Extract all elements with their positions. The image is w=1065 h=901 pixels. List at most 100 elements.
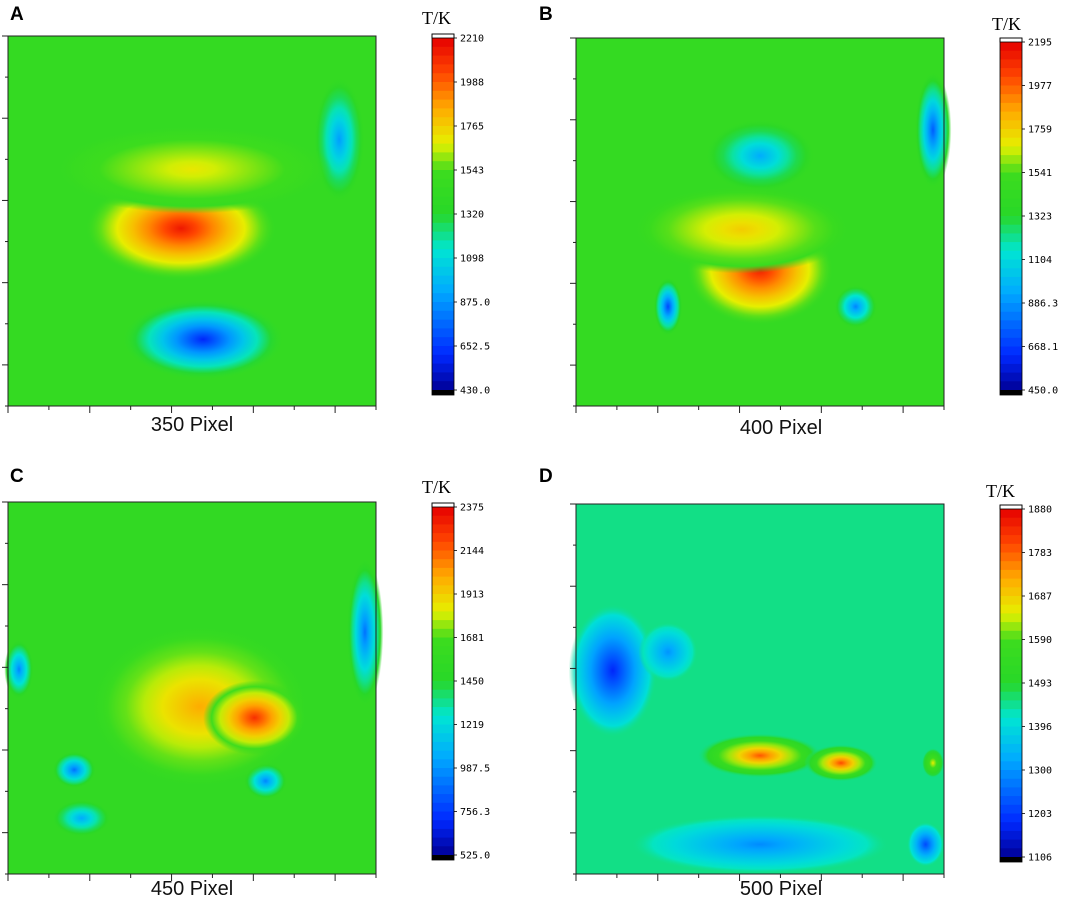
colorbar-tick-label: 1106 — [1028, 853, 1052, 864]
cold-spot — [653, 277, 683, 337]
colorbar-segment — [1000, 639, 1022, 649]
colorbar-segment — [1000, 543, 1022, 554]
colorbar-tick-label: 1203 — [1028, 809, 1052, 820]
colorbar-segment — [1000, 189, 1022, 200]
colorbar-tick-label: 1783 — [1028, 548, 1052, 559]
colorbar-title: T/K — [422, 8, 451, 28]
cold-spot — [52, 751, 97, 789]
colorbar-segment — [1000, 700, 1022, 710]
colorbar-segment — [1000, 50, 1022, 60]
colorbar-segment — [432, 337, 454, 347]
colorbar-tick-label: 2195 — [1028, 38, 1052, 49]
colorbar-segment — [1000, 337, 1022, 348]
colorbar: 2195 1977 1759 1541 1323 1104 886.3 668.1 450.0 — [999, 38, 1058, 397]
hot-spot — [631, 185, 852, 274]
colorbar-title: T/K — [992, 14, 1021, 34]
colorbar-segment — [1000, 830, 1022, 841]
colorbar-title: T/K — [422, 477, 451, 497]
colorbar-segment — [432, 90, 454, 101]
colorbar-segment — [1000, 120, 1022, 130]
colorbar-segment — [432, 284, 454, 294]
colorbar-segment — [1000, 102, 1022, 113]
colorbar-tick-label: 1765 — [460, 122, 484, 133]
colorbar-tick-label: 1590 — [1028, 635, 1052, 646]
plot-frame — [575, 503, 945, 875]
colorbar-over-cap — [431, 502, 455, 508]
x-axis-label: 500 Pixel — [739, 878, 823, 900]
colorbar-segment — [1000, 346, 1022, 356]
colorbar-segment — [1000, 717, 1022, 728]
colorbar-segment — [432, 515, 454, 525]
colorbar-segment — [432, 837, 454, 847]
colorbar-segment — [432, 524, 454, 534]
colorbar-tick-label: 1681 — [460, 633, 484, 644]
colorbar-segment — [1000, 94, 1022, 104]
cold-spot — [638, 622, 698, 682]
colorbar-segment — [432, 698, 454, 708]
colorbar-tick-label: 1323 — [1028, 212, 1052, 223]
colorbar-tick-label: 1988 — [460, 78, 484, 89]
x-axis-label: 350 Pixel — [150, 414, 234, 436]
colorbar-segment — [1000, 726, 1022, 736]
hot-spot — [697, 733, 823, 778]
colorbar-under-cap — [432, 855, 454, 860]
colorbar-segment — [1000, 796, 1022, 806]
colorbar-segment — [1000, 259, 1022, 269]
colorbar-segment — [1000, 552, 1022, 562]
colorbar-segment — [432, 64, 454, 74]
colorbar-segment — [1000, 42, 1022, 52]
colorbar-segment — [432, 559, 454, 569]
colorbar-over-cap — [431, 33, 455, 39]
colorbar-segment — [432, 354, 454, 365]
colorbar-segment — [432, 620, 454, 630]
colorbar-segment — [432, 372, 454, 382]
colorbar: 2375 2144 1913 1681 1450 1219 987.5 756.3 525.0 — [431, 502, 490, 862]
colorbar-segment — [432, 82, 454, 92]
colorbar-segment — [1000, 596, 1022, 606]
colorbar-tick-label: 1104 — [1028, 255, 1052, 266]
colorbar-segment — [1000, 517, 1022, 527]
colorbar-segment — [1000, 181, 1022, 191]
colorbar-segment — [432, 293, 454, 303]
colorbar-segment — [1000, 381, 1022, 391]
colorbar-tick-label: 1300 — [1028, 766, 1052, 777]
colorbar-segment — [432, 222, 454, 233]
colorbar-segment — [432, 310, 454, 321]
colorbar-segment — [1000, 163, 1022, 174]
colorbar-segment — [432, 55, 454, 65]
cold-spot — [52, 799, 112, 837]
colorbar-segment — [432, 178, 454, 189]
colorbar-segment — [1000, 743, 1022, 754]
heatmap-plot — [2, 501, 384, 881]
colorbar-segment — [432, 170, 454, 180]
colorbar-segment — [1000, 709, 1022, 719]
colorbar-segment — [432, 776, 454, 786]
plot-frame — [7, 501, 377, 875]
colorbar-segment — [432, 381, 454, 391]
hot-spot — [921, 748, 944, 778]
colorbar-segment — [1000, 587, 1022, 597]
colorbar-tick-label: 2144 — [460, 546, 484, 557]
colorbar-segment — [1000, 233, 1022, 243]
colorbar-segment — [1000, 839, 1022, 849]
colorbar-segment — [432, 707, 454, 717]
colorbar-tick-label: 1687 — [1028, 592, 1052, 603]
x-axis-label: 450 Pixel — [150, 878, 234, 900]
colorbar-segment — [1000, 76, 1022, 87]
colorbar-segment — [1000, 813, 1022, 823]
colorbar-segment — [432, 328, 454, 338]
colorbar-segment — [1000, 630, 1022, 641]
colorbar-segment — [432, 759, 454, 769]
colorbar-segment — [432, 802, 454, 813]
cold-spot — [568, 603, 657, 738]
colorbar-tick-label: 525.0 — [460, 851, 490, 862]
colorbar-segment — [432, 550, 454, 560]
colorbar-tick-label: 886.3 — [1028, 299, 1058, 310]
colorbar-tick-label: 430.0 — [460, 386, 490, 397]
colorbar-segment — [432, 249, 454, 259]
colorbar-segment — [432, 741, 454, 752]
cold-spot — [907, 822, 944, 867]
colorbar-frame — [431, 33, 455, 396]
colorbar-segment — [1000, 329, 1022, 339]
colorbar-segment — [432, 541, 454, 552]
